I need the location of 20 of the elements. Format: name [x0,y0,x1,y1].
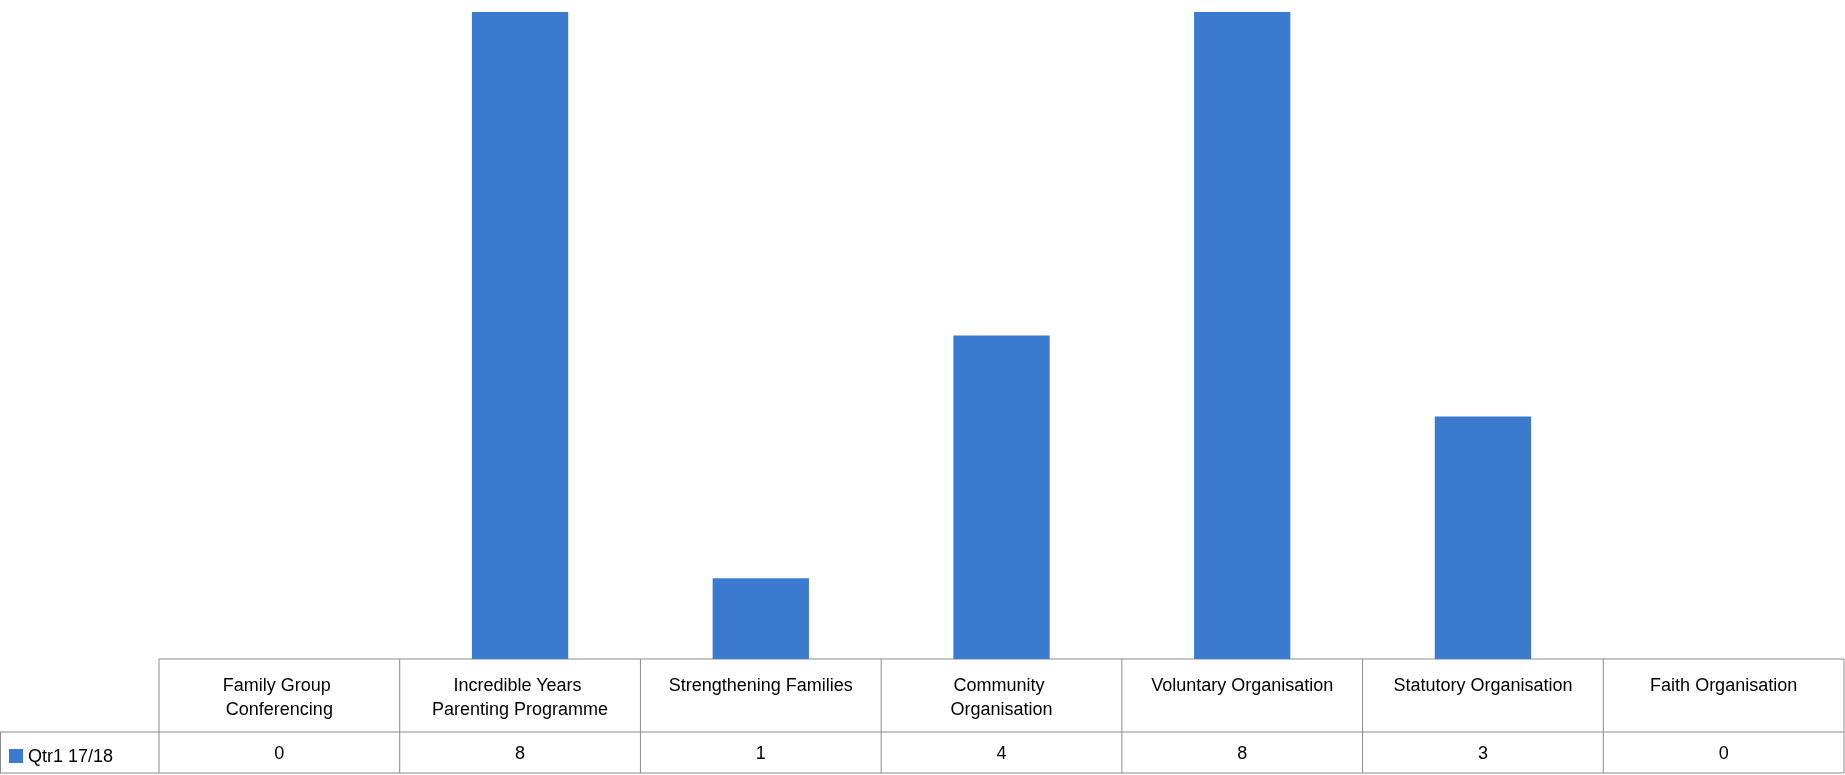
data-label: 1 [755,742,766,763]
data-label: 0 [274,742,285,763]
data-label: 4 [996,742,1007,763]
x-tick-label: Statutory Organisation [1393,675,1573,695]
x-tick-label: Incredible Years Parenting Programme [432,675,609,719]
data-label: 8 [515,742,526,763]
x-tick-label: Community Organisation [950,675,1053,719]
bar [953,335,1050,659]
x-tick-label: Voluntary Organisation [1151,675,1334,695]
bar [1434,416,1532,659]
x-tick-label: Faith Organisation [1650,675,1798,695]
bar [712,578,809,659]
data-label: 3 [1477,742,1488,763]
data-label: 8 [1237,742,1248,763]
bar [471,12,569,659]
x-tick-label: Strengthening Families [668,675,853,695]
legend-label: Qtr1 17/18 [28,746,114,766]
data-label: 0 [1718,742,1729,763]
bar [1194,12,1291,659]
x-tick-label: Family Group Conferencing [222,675,336,719]
